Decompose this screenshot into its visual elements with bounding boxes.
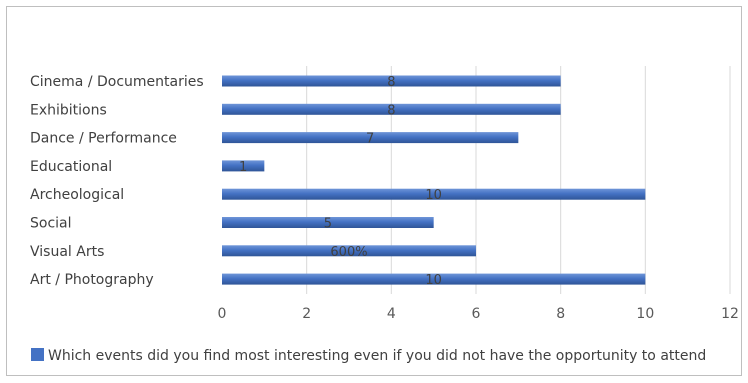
category-label: Visual Arts bbox=[30, 244, 104, 260]
category-label: Educational bbox=[30, 159, 112, 175]
data-label: 8 bbox=[387, 103, 395, 118]
category-label: Dance / Performance bbox=[30, 131, 177, 147]
bar[interactable] bbox=[222, 75, 561, 87]
data-label: 10 bbox=[425, 188, 442, 203]
x-tick-label: 4 bbox=[387, 306, 396, 322]
data-label: 1 bbox=[239, 160, 247, 175]
x-tick-label: 0 bbox=[218, 306, 227, 322]
x-tick-label: 2 bbox=[302, 306, 311, 322]
data-label: 8 bbox=[387, 75, 395, 90]
category-label: Exhibitions bbox=[30, 102, 107, 118]
bar[interactable] bbox=[222, 160, 265, 172]
legend-swatch bbox=[31, 348, 44, 361]
bar[interactable] bbox=[222, 245, 476, 257]
bar[interactable] bbox=[222, 273, 646, 285]
data-label: 7 bbox=[366, 132, 374, 147]
x-tick-label: 8 bbox=[556, 306, 565, 322]
x-tick-label: 12 bbox=[721, 306, 739, 322]
legend-label: Which events did you find most interesti… bbox=[48, 348, 706, 364]
bar[interactable] bbox=[222, 217, 434, 228]
category-label: Archeological bbox=[30, 187, 124, 203]
data-label: 10 bbox=[425, 273, 442, 288]
category-label: Art / Photography bbox=[30, 272, 154, 288]
category-label: Social bbox=[30, 216, 72, 232]
data-label: 600% bbox=[330, 245, 367, 260]
bar[interactable] bbox=[222, 103, 561, 115]
bar[interactable] bbox=[222, 188, 646, 200]
x-tick-label: 6 bbox=[472, 306, 481, 322]
bar[interactable] bbox=[222, 132, 519, 144]
x-tick-label: 10 bbox=[636, 306, 654, 322]
data-label: 5 bbox=[324, 217, 332, 232]
category-label: Cinema / Documentaries bbox=[30, 74, 204, 90]
